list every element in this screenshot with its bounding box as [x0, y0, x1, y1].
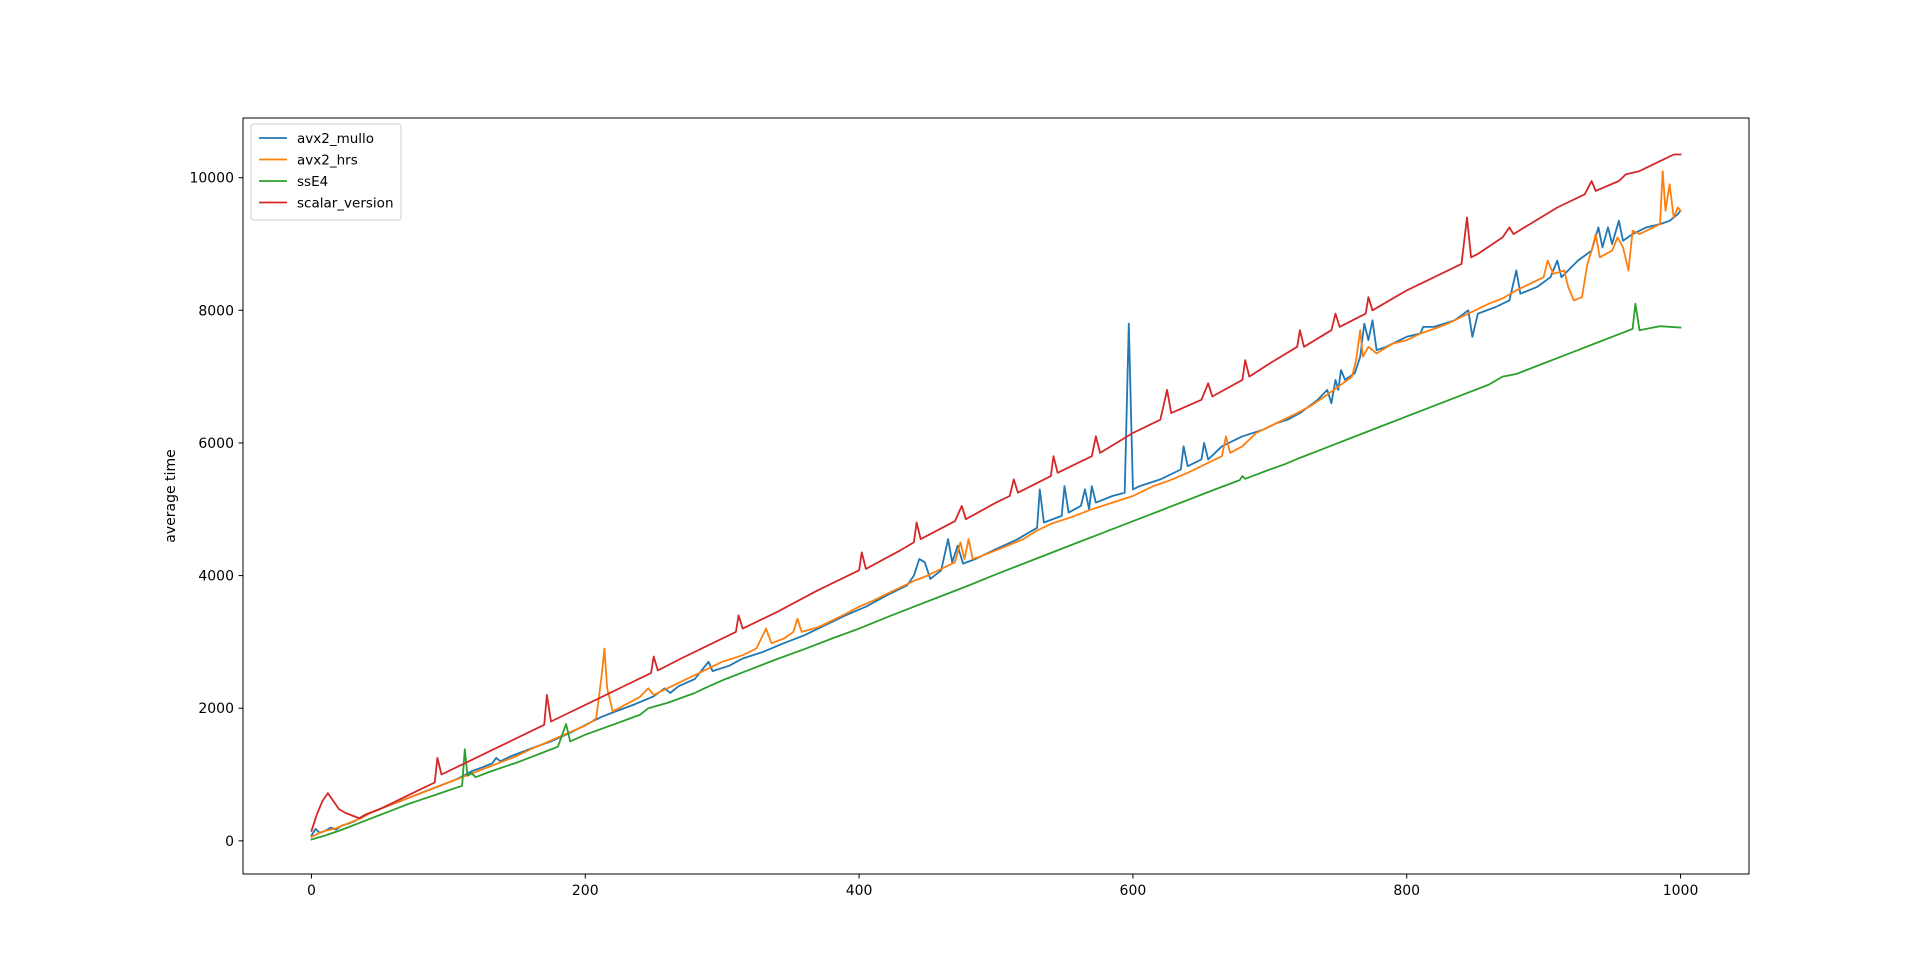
x-tick-label: 200 [572, 883, 599, 899]
x-tick-label: 1000 [1663, 883, 1699, 899]
series-line-avx2_mullo [310, 209, 1682, 837]
series-line-scalar_version [310, 153, 1682, 833]
y-tick-label: 10000 [189, 171, 234, 187]
legend-entry-avx2_mullo: avx2_mullo [297, 131, 374, 147]
y-tick-label: 2000 [198, 701, 234, 717]
x-tick-label: 0 [307, 883, 316, 899]
y-axis-label: average time [163, 449, 179, 542]
x-tick-label: 400 [846, 883, 873, 899]
y-tick-label: 4000 [198, 569, 234, 585]
x-tick-label: 800 [1393, 883, 1420, 899]
x-tick-label: 600 [1120, 883, 1147, 899]
y-tick-label: 0 [225, 834, 234, 850]
y-tick-label: 6000 [198, 436, 234, 452]
legend: avx2_mullo avx2_hrs ssE4 scalar_version [250, 123, 402, 221]
legend-entry-ssE4: ssE4 [297, 174, 328, 190]
legend-entry-avx2_hrs: avx2_hrs [297, 153, 358, 169]
series-layer [310, 153, 1682, 841]
plot-frame [242, 117, 1750, 875]
legend-entry-scalar_version: scalar_version [297, 196, 394, 212]
series-line-ssE4 [310, 302, 1682, 841]
series-line-avx2_hrs [310, 170, 1682, 839]
legend-frame [250, 123, 402, 221]
y-tick-label: 8000 [198, 303, 234, 319]
